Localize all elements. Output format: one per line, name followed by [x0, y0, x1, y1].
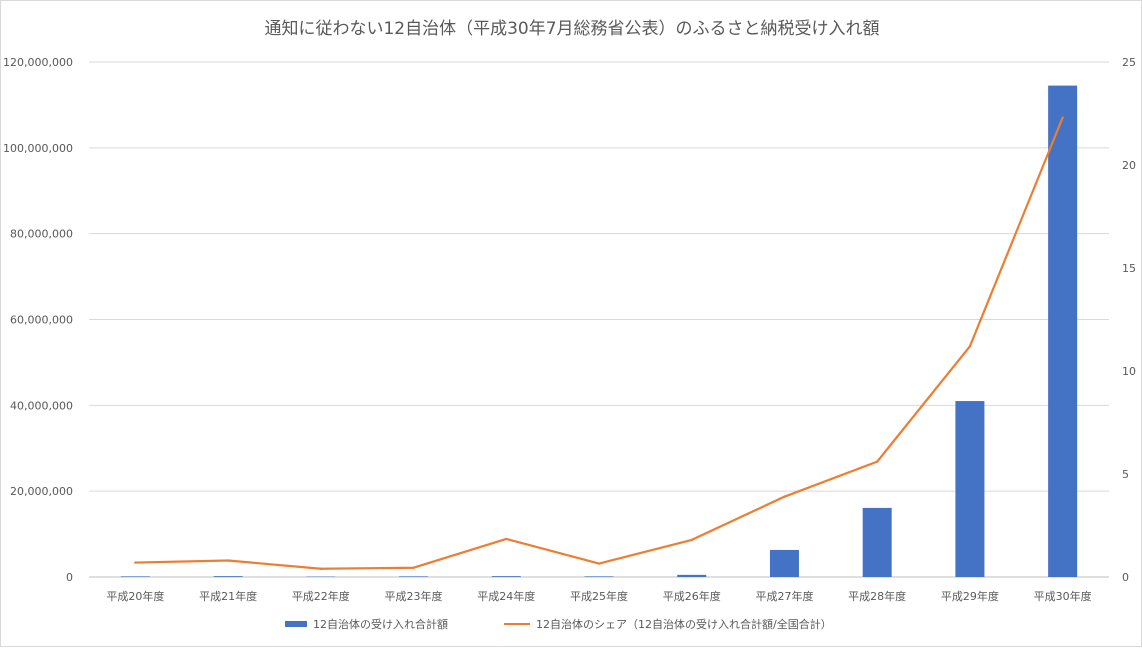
bar [399, 576, 428, 577]
y-right-tick-labels: 0 5 10 15 20 25 [1122, 56, 1136, 584]
x-tick-label: 平成22年度 [292, 589, 350, 603]
y-left-tick-label: 60,000,000 [10, 314, 73, 327]
bar [677, 575, 706, 577]
legend: 12自治体の受け入れ合計額 12自治体のシェア（12自治体の受け入れ合計額/全国… [285, 617, 832, 631]
legend-line-label: 12自治体のシェア（12自治体の受け入れ合計額/全国合計） [536, 617, 832, 631]
line-point [969, 345, 971, 347]
y-left-tick-label: 80,000,000 [10, 228, 73, 241]
x-tick-label: 平成25年度 [570, 589, 628, 603]
line-point [227, 559, 229, 561]
y-left-tick-label: 40,000,000 [10, 399, 73, 412]
bar [955, 401, 984, 577]
line-series [134, 116, 1064, 570]
line-point [783, 495, 785, 497]
line-point [876, 460, 878, 462]
bar [492, 576, 521, 577]
y-left-tick-label: 20,000,000 [10, 485, 73, 498]
x-tick-label: 平成26年度 [663, 589, 721, 603]
x-tick-label: 平成24年度 [477, 589, 535, 603]
x-tick-label: 平成29年度 [941, 589, 999, 603]
y-left-tick-label: 120,000,000 [3, 56, 73, 69]
y-left-tick-label: 0 [66, 571, 73, 584]
x-tick-label: 平成20年度 [106, 589, 164, 603]
line-point [598, 562, 600, 564]
legend-bar-label: 12自治体の受け入れ合計額 [313, 617, 448, 631]
bar [121, 576, 150, 577]
bar [1048, 86, 1077, 577]
x-tick-label: 平成27年度 [755, 589, 813, 603]
bar [863, 508, 892, 577]
x-tick-label: 平成23年度 [385, 589, 443, 603]
x-tick-label: 平成21年度 [199, 589, 257, 603]
line-point [1061, 116, 1063, 118]
y-left-tick-labels: 0 20,000,000 40,000,000 60,000,000 80,000,00… [3, 56, 73, 584]
y-right-tick-label: 15 [1122, 262, 1136, 275]
line-point [412, 567, 414, 569]
y-left-tick-label: 100,000,000 [3, 142, 73, 155]
x-tick-label: 平成30年度 [1034, 589, 1092, 603]
y-right-tick-label: 20 [1122, 159, 1136, 172]
x-tick-label: 平成28年度 [848, 589, 906, 603]
bar-series [121, 86, 1077, 577]
y-right-tick-label: 5 [1122, 468, 1129, 481]
line-point [134, 561, 136, 563]
line-point [505, 538, 507, 540]
bar [585, 576, 614, 577]
line-point [691, 539, 693, 541]
y-right-tick-label: 0 [1122, 571, 1129, 584]
bar [214, 576, 243, 577]
x-tick-labels: 平成20年度 平成21年度 平成22年度 平成23年度 平成24年度 平成25年度 平成26… [106, 589, 1091, 603]
legend-bar-swatch [285, 621, 307, 627]
line-series-path [135, 118, 1062, 569]
chart-title: 通知に従わない12自治体（平成30年7月総務省公表）のふるさと納税受け入れ額 [264, 19, 879, 39]
y-right-tick-label: 10 [1122, 365, 1136, 378]
line-point [320, 568, 322, 570]
y-right-tick-label: 25 [1122, 56, 1136, 69]
bar [770, 550, 799, 577]
